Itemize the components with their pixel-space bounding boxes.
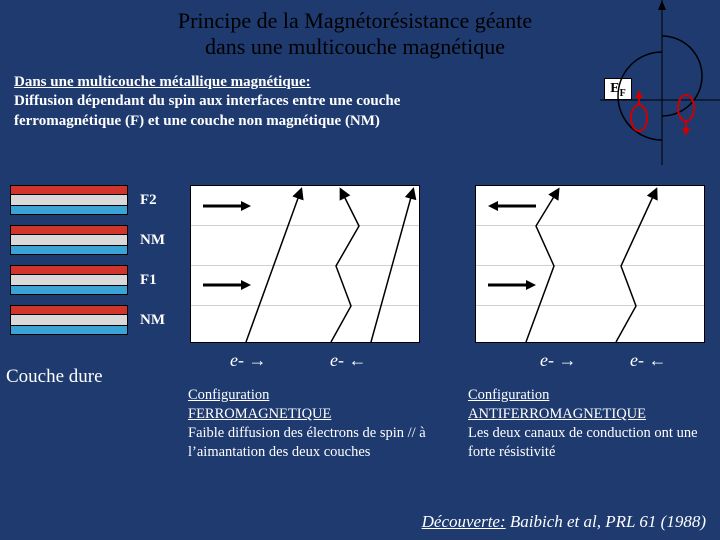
electron-label: e- ← xyxy=(630,350,666,371)
layer-slab xyxy=(10,225,128,255)
middle-section: F2 NM F1 NM xyxy=(10,185,710,350)
layer-slab xyxy=(10,305,128,335)
layer-label: NM xyxy=(140,225,185,255)
intro-underlined: Dans une multicouche métallique magnétiq… xyxy=(14,74,311,90)
discovery-ref: Baibich et al, PRL 61 (1988) xyxy=(506,512,706,531)
ferro-trajectories xyxy=(191,186,421,344)
layer-slab xyxy=(10,185,128,215)
caption-heading: FERROMAGNETIQUE xyxy=(188,406,331,422)
layer-labels: F2 NM F1 NM xyxy=(140,185,185,345)
ferro-caption: Configuration FERROMAGNETIQUE Faible dif… xyxy=(188,386,448,461)
magnetization-arrow-icon xyxy=(488,201,536,211)
ferro-panel xyxy=(190,185,420,343)
caption-body: Faible diffusion des électrons de spin /… xyxy=(188,425,426,460)
caption-heading: ANTIFERROMAGNETIQUE xyxy=(468,406,646,422)
antiferro-panel xyxy=(475,185,705,343)
electron-label: e- ← xyxy=(330,350,366,371)
magnetization-arrow-icon xyxy=(488,280,536,290)
layer-label: NM xyxy=(140,305,185,335)
density-of-states-diagram xyxy=(600,0,720,170)
electron-label: e- → xyxy=(540,350,576,371)
layer-slab xyxy=(10,265,128,295)
caption-heading: Configuration xyxy=(188,387,269,403)
title-line-2: dans une multicouche magnétique xyxy=(205,34,505,59)
spin-up-icon xyxy=(631,90,647,131)
caption-heading: Configuration xyxy=(468,387,549,403)
layer-label: F1 xyxy=(140,265,185,295)
title-line-1: Principe de la Magnétorésistance géante xyxy=(178,8,532,33)
discovery-citation: Découverte: Baibich et al, PRL 61 (1988) xyxy=(422,512,706,532)
intro-body: Diffusion dépendant du spin aux interfac… xyxy=(14,93,400,129)
discovery-label: Découverte: xyxy=(422,512,506,531)
magnetization-arrow-icon xyxy=(203,201,251,211)
layer-stack xyxy=(10,185,130,345)
caption-body: Les deux canaux de conduction ont une fo… xyxy=(468,425,698,460)
magnetization-arrow-icon xyxy=(203,280,251,290)
antiferro-trajectories xyxy=(476,186,706,344)
intro-text: Dans une multicouche métallique magnétiq… xyxy=(0,65,460,132)
layer-label: F2 xyxy=(140,185,185,215)
electron-label: e- → xyxy=(230,350,266,371)
couche-dure-label: Couche dure xyxy=(6,366,103,388)
spin-down-icon xyxy=(678,95,694,136)
antiferro-caption: Configuration ANTIFERROMAGNETIQUE Les de… xyxy=(468,386,720,461)
